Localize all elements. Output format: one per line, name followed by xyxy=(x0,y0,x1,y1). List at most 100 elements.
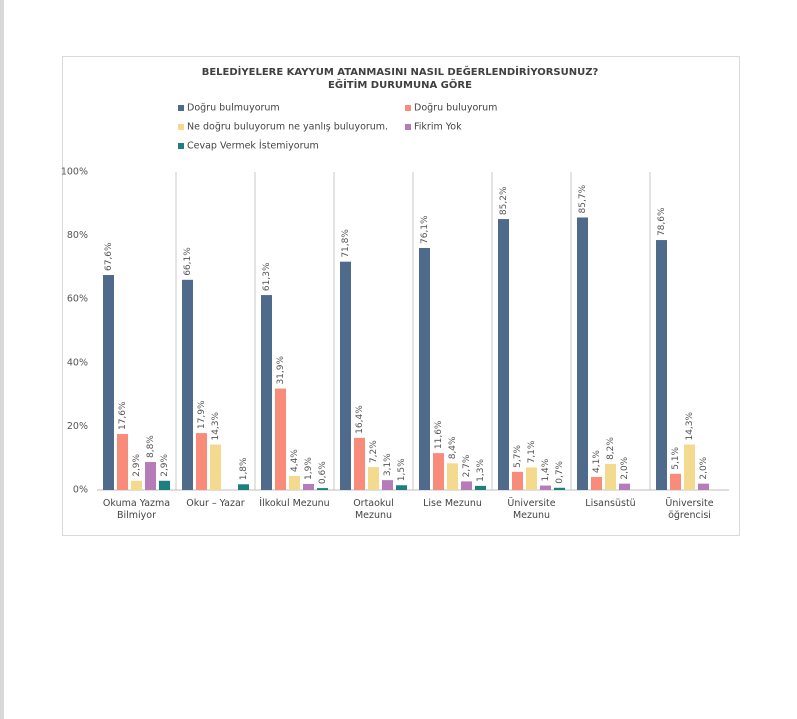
bar xyxy=(526,467,537,490)
y-tick-label: 0% xyxy=(73,485,88,496)
value-label: 76,1% xyxy=(420,215,430,244)
value-label: 2,9% xyxy=(132,453,142,476)
bar xyxy=(196,433,207,490)
value-label: 31,9% xyxy=(276,356,286,385)
x-tick-label: Lise Mezunu xyxy=(423,498,482,509)
bar xyxy=(656,240,667,490)
bar xyxy=(368,467,379,490)
bar xyxy=(289,476,300,490)
bar xyxy=(210,444,221,490)
bar xyxy=(117,434,128,490)
value-label: 1,8% xyxy=(239,457,249,480)
x-tick-label: Üniversite öğrencisi xyxy=(665,498,714,521)
bar xyxy=(540,485,551,490)
bar xyxy=(447,463,458,490)
value-label: 85,7% xyxy=(578,184,588,213)
x-tick-label: Okur – Yazar xyxy=(186,498,245,509)
value-label: 8,8% xyxy=(146,435,156,458)
x-tick-label: Üniversite Mezunu xyxy=(507,498,556,521)
legend-swatch xyxy=(405,124,411,130)
y-tick-label: 20% xyxy=(67,421,88,432)
bar xyxy=(261,295,272,490)
bar xyxy=(619,483,630,490)
value-label: 7,1% xyxy=(527,440,537,463)
bar xyxy=(498,219,509,490)
bar xyxy=(317,488,328,490)
value-label: 16,4% xyxy=(355,405,365,434)
bar xyxy=(354,437,365,490)
chart-title: BELEDİYELERE KAYYUM ATANMASINI NASIL DEĞ… xyxy=(202,64,599,78)
y-tick-label: 60% xyxy=(67,294,88,305)
bar xyxy=(461,481,472,490)
value-label: 2,0% xyxy=(620,456,630,479)
value-label: 2,7% xyxy=(462,454,472,477)
y-tick-label: 100% xyxy=(61,167,88,178)
bar xyxy=(684,444,695,490)
value-label: 17,9% xyxy=(197,400,207,429)
bar xyxy=(275,388,286,490)
value-label: 17,6% xyxy=(118,401,128,430)
bar xyxy=(382,480,393,490)
y-tick-label: 80% xyxy=(67,230,88,241)
bar xyxy=(303,483,314,490)
bar xyxy=(591,476,602,490)
bar xyxy=(182,279,193,490)
legend-swatch xyxy=(178,143,184,149)
bar xyxy=(103,275,114,490)
value-label: 1,4% xyxy=(541,458,551,481)
value-label: 78,6% xyxy=(657,207,667,236)
value-label: 8,4% xyxy=(448,436,458,459)
value-label: 14,3% xyxy=(685,411,695,440)
value-label: 4,4% xyxy=(290,449,300,472)
bar xyxy=(433,453,444,490)
value-label: 8,2% xyxy=(606,437,616,460)
chart-frame xyxy=(62,56,740,536)
legend-label: Ne doğru buluyorum ne yanlış buluyorum. xyxy=(187,122,388,133)
value-label: 61,3% xyxy=(262,262,272,291)
value-label: 1,3% xyxy=(476,459,486,482)
value-label: 1,9% xyxy=(304,457,314,480)
legend-label: Doğru buluyorum xyxy=(414,103,497,114)
bar xyxy=(340,261,351,490)
chart-subtitle: EĞİTİM DURUMUNA GÖRE xyxy=(328,77,472,91)
bar xyxy=(145,462,156,490)
x-tick-label: Ortaokul Mezunu xyxy=(353,498,394,521)
bar xyxy=(554,487,565,490)
value-label: 0,6% xyxy=(318,461,328,484)
value-label: 2,0% xyxy=(699,456,709,479)
bar xyxy=(238,484,249,490)
y-tick-label: 40% xyxy=(67,357,88,368)
value-label: 2,9% xyxy=(160,453,170,476)
bar xyxy=(159,480,170,490)
legend-label: Doğru bulmuyorum xyxy=(187,103,280,114)
bar xyxy=(131,480,142,490)
value-label: 5,1% xyxy=(671,446,681,469)
value-label: 67,6% xyxy=(104,242,114,271)
x-tick-label: İlkokul Mezunu xyxy=(259,498,330,509)
value-label: 14,3% xyxy=(211,411,221,440)
legend-swatch xyxy=(178,124,184,130)
bar xyxy=(419,248,430,490)
value-label: 4,1% xyxy=(592,450,602,473)
legend-swatch xyxy=(405,105,411,111)
legend-label: Fikrim Yok xyxy=(414,122,462,133)
value-label: 71,8% xyxy=(341,229,351,258)
page-edge xyxy=(0,0,4,719)
value-label: 7,2% xyxy=(369,440,379,463)
bar xyxy=(605,463,616,490)
bar xyxy=(698,483,709,490)
x-tick-label: Lisansüstü xyxy=(585,498,636,509)
value-label: 5,7% xyxy=(513,445,523,468)
value-label: 3,1% xyxy=(383,453,393,476)
bar xyxy=(475,485,486,490)
bar xyxy=(670,473,681,490)
value-label: 0,7% xyxy=(555,460,565,483)
value-label: 11,6% xyxy=(434,420,444,449)
bar xyxy=(512,471,523,490)
bar xyxy=(577,217,588,490)
value-label: 1,5% xyxy=(397,458,407,481)
legend-label: Cevap Vermek İstemiyorum xyxy=(187,141,319,152)
bar xyxy=(396,485,407,490)
